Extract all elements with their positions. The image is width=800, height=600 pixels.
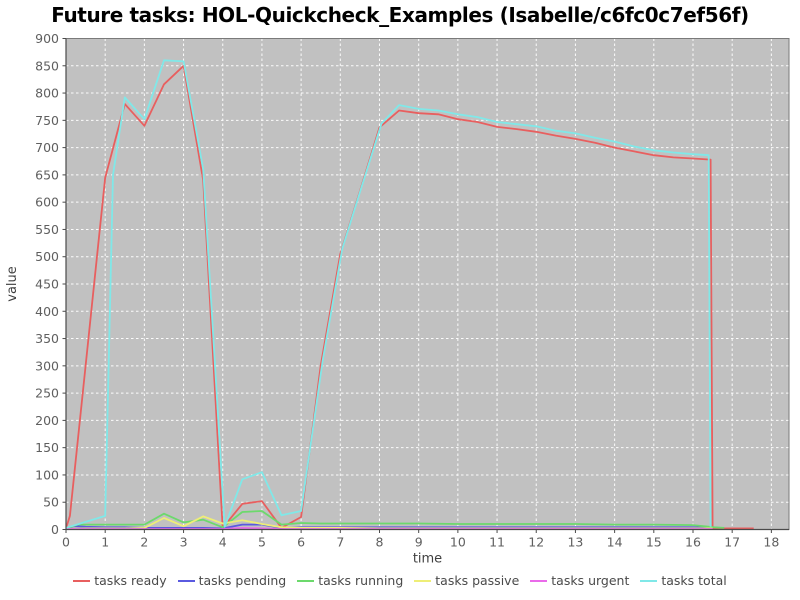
x-tick-label: 5 bbox=[258, 535, 266, 550]
x-tick-label: 16 bbox=[685, 535, 701, 550]
y-tick-label: 150 bbox=[35, 440, 59, 455]
x-tick-label: 12 bbox=[528, 535, 544, 550]
x-tick-label: 10 bbox=[450, 535, 466, 550]
grid-lines bbox=[66, 38, 789, 530]
legend-label: tasks ready bbox=[94, 573, 167, 588]
legend-item-tasks-urgent: tasks urgent bbox=[530, 573, 629, 588]
y-tick-label: 600 bbox=[35, 195, 59, 210]
x-tick-label: 18 bbox=[763, 535, 779, 550]
x-tick-label: 7 bbox=[336, 535, 344, 550]
legend-label: tasks running bbox=[318, 573, 404, 588]
x-tick-label: 8 bbox=[376, 535, 384, 550]
y-tick-label: 850 bbox=[35, 58, 59, 73]
legend-label: tasks urgent bbox=[551, 573, 630, 588]
x-tick-label: 14 bbox=[607, 535, 623, 550]
x-tick-label: 3 bbox=[180, 535, 188, 550]
x-tick-label: 9 bbox=[415, 535, 423, 550]
legend-line-icon bbox=[414, 579, 432, 582]
legend-line-icon bbox=[530, 579, 548, 582]
y-tick-label: 50 bbox=[43, 495, 59, 510]
legend-label: tasks total bbox=[661, 573, 727, 588]
x-tick-label: 2 bbox=[140, 535, 148, 550]
legend-label: tasks passive bbox=[435, 573, 520, 588]
y-tick-label: 550 bbox=[35, 222, 59, 237]
y-tick-label: 500 bbox=[35, 249, 59, 264]
x-tick-label: 6 bbox=[297, 535, 305, 550]
x-tick-label: 15 bbox=[646, 535, 662, 550]
plot-area: 0 1 2 3 4 5 6 7 8 9 10 11 12 13 14 15 16 17 18050100150200… bbox=[5, 31, 790, 567]
legend-line-icon bbox=[177, 579, 195, 582]
tick-marks bbox=[62, 38, 772, 533]
legend-item-tasks-total: tasks total bbox=[640, 573, 727, 588]
legend-label: tasks pending bbox=[198, 573, 287, 588]
series-line-tasks-running bbox=[66, 510, 725, 530]
y-tick-label: 250 bbox=[35, 386, 59, 401]
y-axis-label: value bbox=[5, 266, 20, 302]
x-tick-label: 0 bbox=[62, 535, 70, 550]
legend-item-tasks-pending: tasks pending bbox=[177, 573, 287, 588]
y-tick-label: 900 bbox=[35, 31, 59, 46]
legend-line-icon bbox=[297, 579, 315, 582]
series-line-tasks-ready bbox=[66, 64, 754, 530]
legend-item-tasks-passive: tasks passive bbox=[414, 573, 519, 588]
x-tick-label: 17 bbox=[724, 535, 740, 550]
chart-legend: tasks ready tasks pending tasks running tas… bbox=[0, 573, 800, 588]
y-tick-label: 800 bbox=[35, 86, 59, 101]
y-tick-label: 350 bbox=[35, 331, 59, 346]
x-tick-label: 11 bbox=[489, 535, 505, 550]
legend-line-icon bbox=[73, 579, 91, 582]
x-axis-label: time bbox=[413, 552, 442, 567]
legend-item-tasks-ready: tasks ready bbox=[73, 573, 167, 588]
x-tick-label: 13 bbox=[567, 535, 583, 550]
x-tick-label: 1 bbox=[101, 535, 109, 550]
y-tick-label: 400 bbox=[35, 304, 59, 319]
chart-title: Future tasks: HOL-Quickcheck_Examples (I… bbox=[51, 3, 749, 27]
y-tick-label: 650 bbox=[35, 167, 59, 182]
y-tick-label: 100 bbox=[35, 467, 59, 482]
y-tick-label: 450 bbox=[35, 277, 59, 292]
legend-line-icon bbox=[640, 579, 658, 582]
y-tick-label: 700 bbox=[35, 140, 59, 155]
tick-labels: 0 1 2 3 4 5 6 7 8 9 10 11 12 13 14 15 16 17 18050100150200… bbox=[35, 31, 779, 550]
y-tick-label: 300 bbox=[35, 358, 59, 373]
y-tick-label: 750 bbox=[35, 113, 59, 128]
y-tick-label: 200 bbox=[35, 413, 59, 428]
legend-item-tasks-running: tasks running bbox=[297, 573, 403, 588]
y-tick-label: 0 bbox=[51, 522, 59, 537]
x-tick-label: 4 bbox=[219, 535, 227, 550]
series-line-tasks-total bbox=[66, 59, 712, 529]
